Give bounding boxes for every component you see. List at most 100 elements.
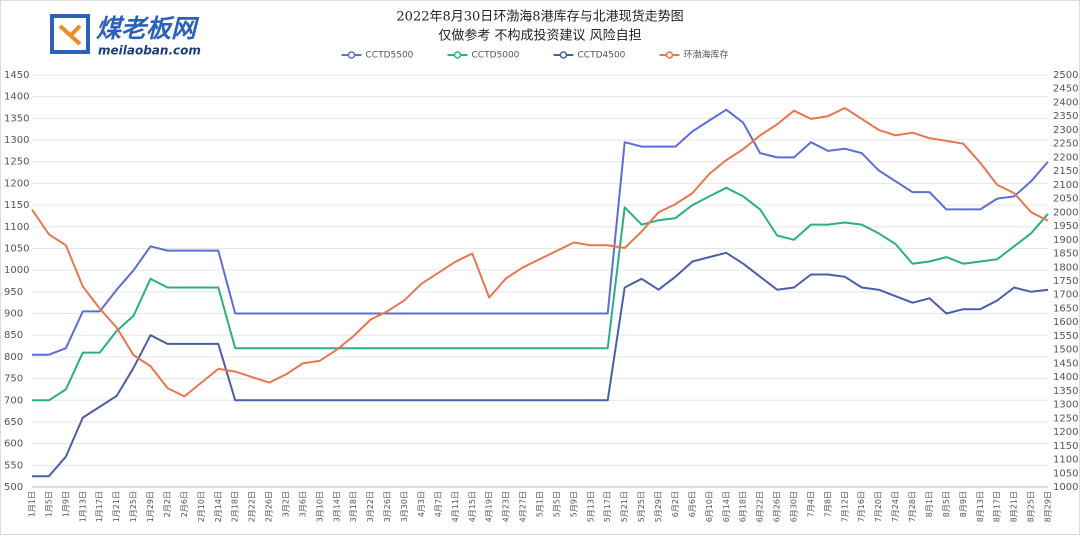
y2-tick-label: 1900 (1053, 235, 1078, 246)
x-tick-label: 7月8日 (823, 491, 832, 517)
y2-tick-label: 1750 (1053, 276, 1078, 287)
legend-label: CCTD5000 (472, 51, 520, 61)
x-tick-label: 7月16日 (857, 491, 866, 522)
legend-label: CCTD5500 (366, 51, 414, 61)
x-tick-label: 5月9日 (569, 491, 578, 517)
x-tick-label: 2月18日 (231, 491, 240, 522)
y2-tick-label: 1650 (1053, 303, 1078, 314)
x-tick-label: 1月1日 (28, 491, 37, 517)
x-tick-label: 2月10日 (197, 491, 206, 522)
y2-tick-label: 1100 (1053, 455, 1078, 466)
legend-label: 环渤海库存 (684, 49, 729, 61)
x-tick-label: 7月4日 (806, 491, 815, 517)
x-tick-label: 1月13日 (78, 491, 87, 522)
legend-dot (453, 51, 462, 59)
y2-tick-label: 2150 (1053, 166, 1078, 177)
y-tick-label: 700 (4, 395, 23, 406)
x-tick-label: 8月5日 (942, 491, 951, 517)
y-tick-label: 1150 (4, 200, 29, 211)
y2-tick-label: 2200 (1053, 152, 1078, 163)
series-line (32, 108, 1049, 356)
y2-tick-label: 2350 (1053, 111, 1078, 122)
legend-label: CCTD4500 (578, 51, 626, 61)
y2-tick-label: 2300 (1053, 125, 1078, 136)
x-tick-label: 8月17日 (993, 491, 1002, 522)
y2-tick-label: 1950 (1053, 221, 1078, 232)
y-tick-label: 850 (4, 330, 23, 341)
x-tick-label: 7月28日 (908, 491, 917, 522)
y-tick-label: 1200 (4, 178, 29, 189)
y2-tick-label: 1600 (1053, 317, 1078, 328)
x-tick-label: 2月2日 (163, 491, 172, 517)
y-tick-label: 650 (4, 417, 23, 428)
x-tick-label: 5月13日 (586, 491, 595, 522)
x-tick-label: 4月19日 (485, 491, 494, 522)
x-tick-label: 3月6日 (298, 491, 307, 517)
y-tick-label: 550 (4, 460, 23, 471)
x-tick-label: 1月17日 (95, 491, 104, 522)
y2-tick-label: 1850 (1053, 249, 1078, 260)
x-tick-label: 5月5日 (552, 491, 561, 517)
x-tick-label: 7月24日 (891, 491, 900, 522)
y-tick-label: 600 (4, 439, 23, 450)
legend-dot (347, 51, 356, 59)
x-tick-label: 4月23日 (502, 491, 511, 522)
y-tick-label: 800 (4, 352, 23, 363)
x-tick-label: 6月22日 (756, 491, 765, 522)
logo-url: meilaoban.com (98, 44, 201, 58)
x-tick-label: 8月13日 (976, 491, 985, 522)
x-tick-label: 3月10日 (315, 491, 324, 522)
logo-icon-mark (58, 24, 82, 46)
y2-tick-label: 2500 (1053, 70, 1078, 81)
x-tick-label: 4月3日 (417, 491, 426, 517)
y2-tick-label: 1350 (1053, 386, 1078, 397)
y-tick-label: 750 (4, 374, 23, 385)
x-tick-label: 6月18日 (739, 491, 748, 522)
x-tick-label: 8月29日 (1044, 491, 1053, 522)
x-tick-label: 6月10日 (705, 491, 714, 522)
y2-tick-label: 2250 (1053, 139, 1078, 150)
y2-tick-label: 2050 (1053, 194, 1078, 205)
x-tick-label: 3月2日 (282, 491, 291, 517)
x-tick-label: 1月9日 (61, 491, 70, 517)
legend-dot (559, 51, 568, 59)
x-tick-label: 4月11日 (451, 491, 460, 522)
x-tick-label: 4月27日 (519, 491, 528, 522)
x-tick-label: 1月25日 (129, 491, 138, 522)
legend: CCTD5500 CCTD5000 CCTD4500 环渤海库存 (341, 49, 729, 61)
x-tick-label: 6月2日 (671, 491, 680, 517)
y-tick-label: 900 (4, 309, 23, 320)
y2-tick-label: 1500 (1053, 345, 1078, 356)
x-tick-label: 6月14日 (722, 491, 731, 522)
x-tick-label: 5月1日 (536, 491, 545, 517)
x-tick-label: 5月29日 (654, 491, 663, 522)
logo: 煤老板网 meilaoban.com (50, 14, 201, 58)
x-tick-label: 4月7日 (434, 491, 443, 517)
y-tick-label: 1450 (4, 70, 29, 81)
y-tick-label: 1250 (4, 157, 29, 168)
x-tick-label: 6月6日 (688, 491, 697, 517)
y2-tick-label: 1550 (1053, 331, 1078, 342)
y2-tick-label: 2450 (1053, 84, 1078, 95)
x-tick-label: 3月30日 (400, 491, 409, 522)
x-tick-label: 3月22日 (366, 491, 375, 522)
x-tick-label: 1月5日 (44, 491, 53, 517)
y2-tick-label: 2000 (1053, 207, 1078, 218)
x-tick-label: 5月25日 (637, 491, 646, 522)
y-tick-label: 1050 (4, 243, 29, 254)
x-tick-label: 8月1日 (925, 491, 934, 517)
series-line (31, 107, 1049, 398)
y-tick-label: 1300 (4, 135, 29, 146)
y-tick-label: 1400 (4, 92, 29, 103)
x-tick-label: 7月20日 (874, 491, 883, 522)
legend-dot (665, 51, 674, 59)
y2-tick-label: 1250 (1053, 413, 1078, 424)
x-tick-label: 5月21日 (620, 491, 629, 522)
x-tick-label: 3月18日 (349, 491, 358, 522)
y2-tick-label: 2400 (1053, 97, 1078, 108)
logo-icon (50, 14, 90, 54)
chart-subtitle: 仅做参考 不构成投资建议 风险自担 (438, 28, 641, 44)
x-tick-label: 1月21日 (112, 491, 121, 522)
x-tick-label: 2月26日 (265, 491, 274, 522)
